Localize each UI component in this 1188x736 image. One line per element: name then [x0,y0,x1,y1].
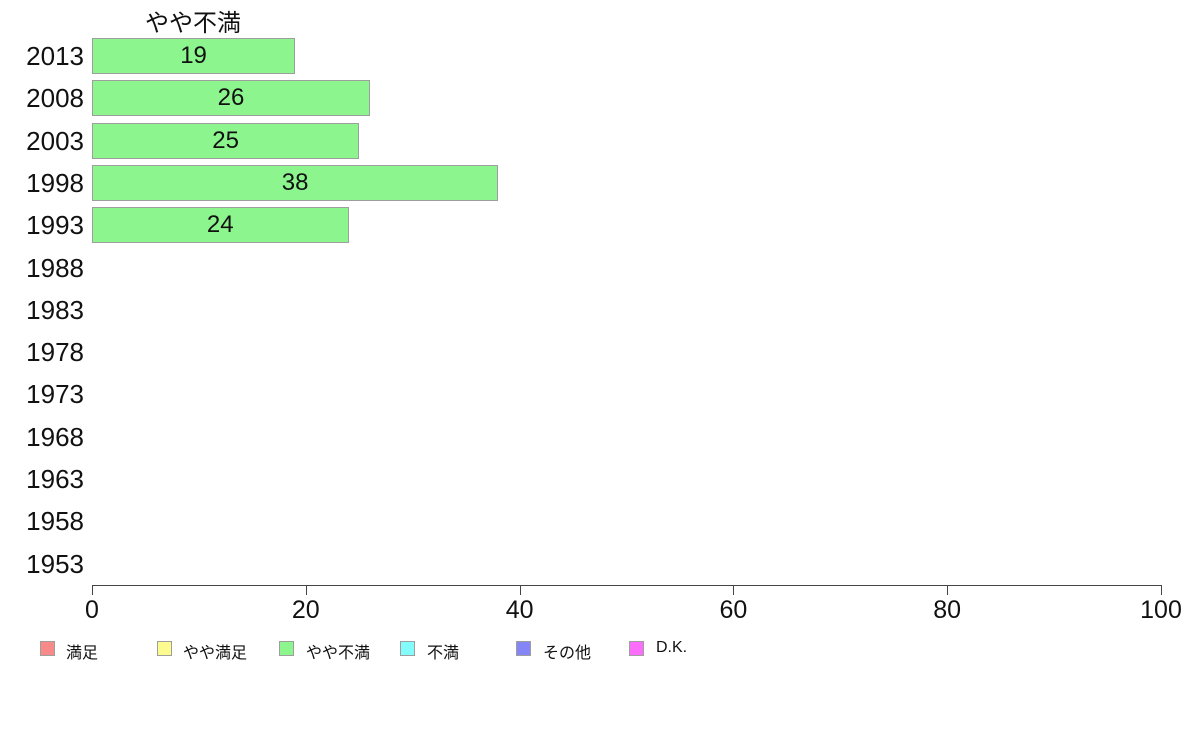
y-axis-label: 1978 [26,337,84,368]
y-axis-label: 1998 [26,167,84,198]
legend-swatch [157,641,172,656]
y-axis-label: 1988 [26,252,84,283]
x-axis-tick [305,585,307,595]
y-axis-label: 1968 [26,421,84,452]
legend-swatch [516,641,531,656]
x-axis-tick-label: 80 [933,596,962,624]
bar-value-label: 26 [217,84,245,112]
x-axis-tick-label: 100 [1140,596,1182,624]
y-axis-label: 2013 [26,41,84,71]
x-axis-tick [519,585,521,595]
bar: 24 [92,207,349,244]
y-axis-label: 1958 [26,506,84,537]
x-axis-tick-label: 60 [719,596,748,624]
legend-label: その他 [543,645,592,662]
y-axis-label: 1953 [26,548,84,579]
bar-value-label: 19 [180,42,207,70]
bar-value-label: 24 [206,211,234,239]
legend-label: やや不満 [306,645,371,662]
bar-value-label: 38 [281,169,309,197]
legend-label: 満足 [66,645,99,662]
y-axis-label: 2008 [26,83,84,114]
legend-swatch [629,641,644,656]
y-axis-label: 1973 [26,379,84,410]
legend-label: 不満 [427,645,460,662]
bar: 25 [92,122,360,159]
y-axis-label: 1963 [26,464,84,495]
x-axis-tick-label: 20 [291,596,320,624]
y-axis-label: 1993 [26,210,84,241]
x-axis-tick-label: 0 [85,596,99,624]
bar: 38 [92,165,499,202]
legend: 満足 やや満足 やや不満 不満 その他 D.K. [0,636,1188,666]
bar: 19 [92,38,296,75]
x-axis-tick [1161,585,1162,595]
x-axis-tick [947,585,949,595]
legend-label: D.K. [656,639,688,656]
x-axis-tick [92,585,93,595]
chart-title: やや不満 [145,10,241,37]
legend-swatch [400,641,415,656]
x-axis-tick-label: 40 [505,596,534,624]
bar-value-label: 25 [212,126,239,154]
legend-swatch [279,641,294,656]
x-axis-line [92,585,1161,586]
y-axis-label: 2003 [26,125,84,156]
y-axis-label: 1983 [26,294,84,325]
legend-label: やや満足 [183,645,248,662]
x-axis-tick [733,585,735,595]
bar: 26 [92,80,370,117]
legend-swatch [40,641,55,656]
